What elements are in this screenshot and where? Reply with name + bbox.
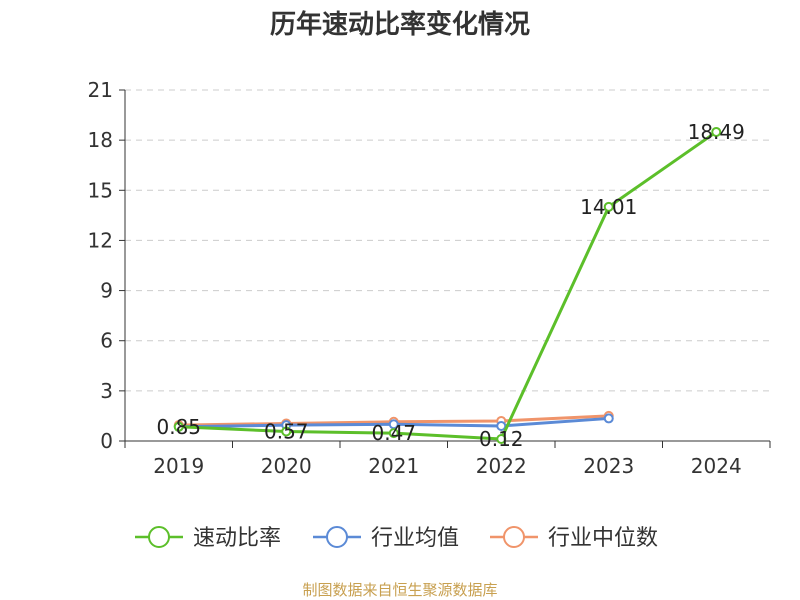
source-note: 制图数据来自恒生聚源数据库	[302, 581, 497, 599]
legend: 速动比率 行业均值 行业中位数	[135, 526, 658, 551]
series-point-1	[496, 420, 507, 431]
legend-item-1: 行业均值	[313, 526, 459, 551]
y-tick-label: 21	[88, 78, 113, 102]
series-line-0	[178, 130, 718, 441]
x-tick-label: 2022	[476, 454, 527, 478]
series-point-0	[281, 426, 292, 437]
series-point-0	[496, 433, 507, 444]
y-tick-label: 12	[88, 228, 113, 252]
y-tick-label: 9	[100, 279, 113, 303]
y-tick-label: 18	[88, 128, 113, 152]
legend-label: 行业中位数	[548, 526, 658, 551]
legend-marker	[326, 526, 348, 548]
y-tick-label: 0	[100, 429, 113, 453]
series-point-0	[603, 201, 614, 212]
legend-label: 行业均值	[371, 526, 459, 551]
legend-label: 速动比率	[193, 526, 281, 551]
data-label: 18.49	[688, 120, 745, 144]
x-tick-label: 2023	[583, 454, 634, 478]
series-point-0	[711, 126, 722, 137]
legend-marker	[148, 526, 170, 548]
series-point-0	[388, 428, 399, 439]
y-tick-label: 6	[100, 329, 113, 353]
data-label: 0.12	[479, 427, 524, 451]
data-label: 0.47	[371, 421, 416, 445]
chart-title: 历年速动比率变化情况	[270, 9, 530, 40]
data-labels: 0.85 0.57 0.47 0.12 14.01 18.49	[156, 120, 744, 451]
x-tick-label: 2020	[261, 454, 312, 478]
x-tick-label: 2019	[153, 454, 204, 478]
x-tick-label: 2021	[368, 454, 419, 478]
data-label: 14.01	[580, 195, 637, 219]
series-point-1	[603, 413, 614, 424]
x-tick-label: 2024	[691, 454, 742, 478]
grid	[125, 89, 770, 392]
axes: 0 3 6 9 12 15 18 21 2019 2020 2021 2022 2023 2024	[88, 78, 771, 478]
legend-item-0: 速动比率	[135, 526, 281, 551]
data-label: 0.57	[264, 419, 309, 443]
series-layer	[173, 126, 722, 444]
legend-item-2: 行业中位数	[490, 526, 658, 551]
series-point-0	[173, 421, 184, 432]
y-tick-label: 15	[88, 178, 113, 202]
y-tick-label: 3	[100, 379, 113, 403]
legend-marker	[503, 526, 525, 548]
data-label: 0.85	[156, 415, 201, 439]
